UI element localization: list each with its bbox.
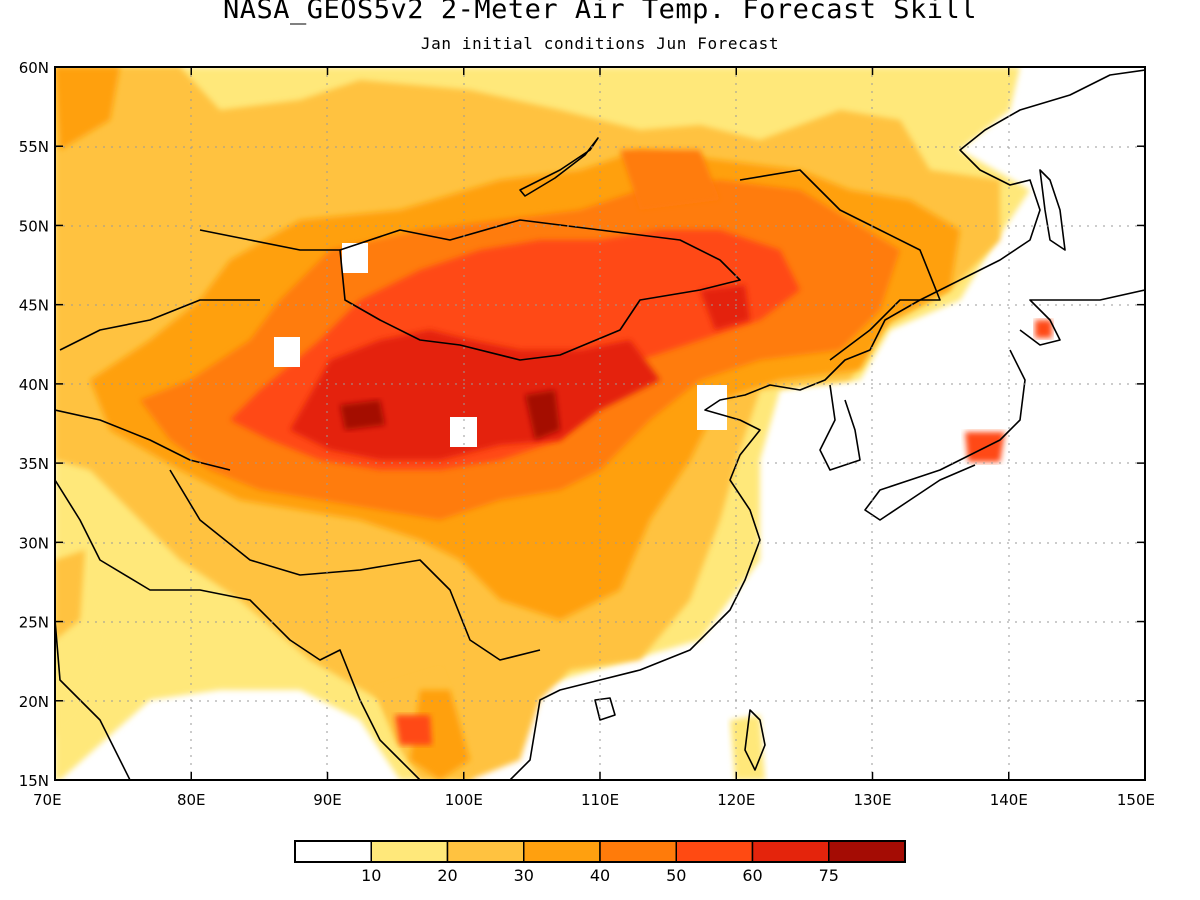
- skill-region-50: [1035, 320, 1052, 338]
- lon-label: 100E: [445, 791, 483, 809]
- lat-label: 15N: [19, 772, 49, 790]
- lon-label: 70E: [33, 791, 62, 809]
- skill-region-40: [620, 150, 720, 210]
- coastline-india: [55, 479, 421, 780]
- colorbar-label: 75: [819, 866, 839, 885]
- border-mongolia: [339, 219, 741, 361]
- colorbar-swatch: [828, 840, 906, 863]
- lat-label: 35N: [19, 455, 49, 473]
- colorbar-label: 30: [514, 866, 534, 885]
- colorbar-swatch: [446, 840, 525, 863]
- lat-label: 40N: [19, 376, 49, 394]
- colorbar: 10 20 30 40 50 60 75: [294, 840, 906, 885]
- skill-region-30: [55, 67, 120, 150]
- coastline-taiwan: [744, 709, 766, 771]
- skill-region-20: [55, 550, 85, 640]
- skill-region-75: [525, 390, 560, 440]
- map-title: NASA_GEOS5v2 2-Meter Air Temp. Forecast …: [223, 0, 977, 25]
- lat-label: 20N: [19, 693, 49, 711]
- colorbar-label: 40: [590, 866, 610, 885]
- lon-label: 130E: [853, 791, 891, 809]
- coastline-sakhalin: [1039, 169, 1066, 251]
- coastline-japan: [864, 289, 1145, 521]
- lat-label: 60N: [19, 59, 49, 77]
- colorbar-swatch: [599, 840, 677, 863]
- missing-cell: [697, 385, 727, 430]
- colorbar-label: 50: [666, 866, 686, 885]
- lon-label: 150E: [1117, 791, 1155, 809]
- lat-label: 50N: [19, 217, 49, 235]
- graticule: [55, 67, 1145, 780]
- skill-region-60: [700, 285, 750, 330]
- border-central-asia: [55, 229, 340, 471]
- skill-region-60: [290, 330, 660, 460]
- colorbar-label: 60: [742, 866, 762, 885]
- border-china-north: [739, 169, 941, 361]
- skill-field: [55, 67, 1145, 780]
- missing-cell: [274, 337, 300, 367]
- axes: 15N 20N 25N 30N 35N 40N 45N 50N 55N 60N 70E 80E 90E 1…: [19, 59, 1155, 809]
- lon-label: 110E: [581, 791, 619, 809]
- lon-label: 120E: [717, 791, 755, 809]
- coastline-east-asia: [509, 69, 1145, 780]
- border-himalaya: [169, 469, 541, 661]
- colorbar-swatch: [751, 840, 830, 863]
- colorbar-swatch: [523, 840, 601, 863]
- map-subtitle: Jan initial conditions Jun Forecast: [420, 34, 780, 53]
- coastline-bay-of-bengal: [55, 619, 131, 780]
- lon-label: 80E: [177, 791, 206, 809]
- lat-label: 25N: [19, 614, 49, 632]
- colorbar-frame: [294, 840, 906, 863]
- skill-region-30: [410, 690, 470, 780]
- colorbar-swatch: [294, 840, 372, 863]
- colorbar-swatch: [675, 840, 754, 863]
- colorbar-label: 20: [437, 866, 457, 885]
- colorbar-swatch: [370, 840, 449, 863]
- missing-cell: [450, 417, 477, 447]
- lat-label: 55N: [19, 138, 49, 156]
- lon-label: 140E: [990, 791, 1028, 809]
- lat-label: 30N: [19, 534, 49, 552]
- coastline-korea: [819, 384, 861, 471]
- lon-label: 90E: [313, 791, 342, 809]
- colorbar-label: 10: [361, 866, 381, 885]
- lat-label: 45N: [19, 297, 49, 315]
- skill-region-75: [340, 400, 385, 430]
- skill-region-50: [395, 715, 432, 745]
- skill-region-10: [730, 715, 765, 780]
- coastline-hainan: [594, 697, 616, 721]
